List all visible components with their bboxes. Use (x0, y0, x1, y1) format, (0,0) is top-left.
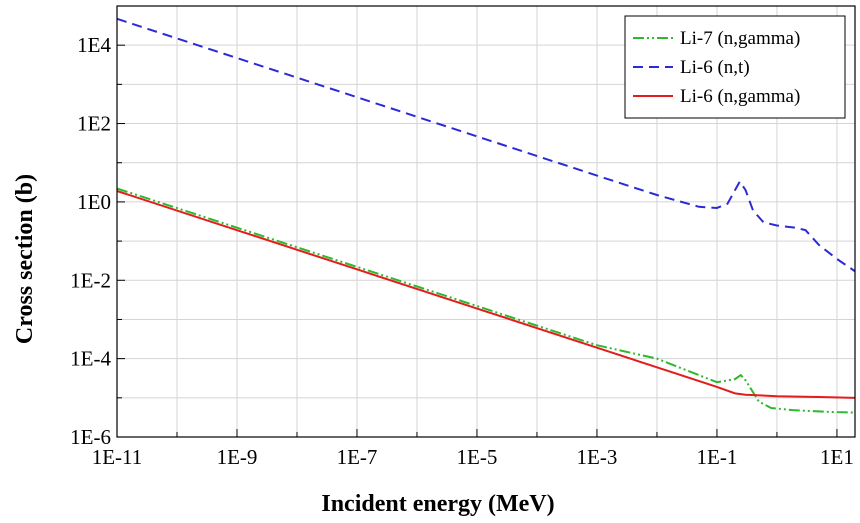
series-line-0 (116, 187, 856, 414)
y-tick-label: 1E4 (77, 33, 111, 57)
y-tick-label: 1E-2 (70, 268, 111, 292)
series-line-2 (116, 190, 856, 399)
legend-label-2: Li-6 (n,gamma) (680, 86, 800, 107)
plot-frame (116, 5, 856, 438)
series-line-1 (116, 17, 856, 273)
tick-labels: 1E-11 1E-9 1E-7 1E-5 1E-3 1E-1 1E1 1E-6 1E-4 1E-2… (70, 33, 854, 469)
x-tick-label: 1E-1 (697, 445, 738, 469)
y-tick-label: 1E2 (77, 112, 111, 136)
x-tick-label: 1E-5 (457, 445, 498, 469)
x-tick-label: 1E-7 (337, 445, 378, 469)
y-axis-title: Cross section (b) (12, 174, 38, 344)
legend-label-0: Li-7 (n,gamma) (680, 28, 800, 49)
series-lines (116, 17, 856, 414)
x-tick-label: 1E-9 (217, 445, 258, 469)
grid-lines (116, 5, 855, 438)
y-tick-label: 1E-4 (70, 347, 111, 371)
legend: Li-7 (n,gamma) Li-6 (n,t) Li-6 (n,gamma) (624, 15, 846, 119)
legend-label-1: Li-6 (n,t) (680, 57, 750, 78)
x-tick-label: 1E-3 (577, 445, 618, 469)
legend-box (624, 15, 846, 119)
x-tick-label: 1E-11 (92, 445, 143, 469)
y-tick-label: 1E0 (77, 190, 111, 214)
y-tick-label: 1E-6 (70, 425, 111, 449)
x-axis-title: Incident energy (MeV) (321, 491, 554, 517)
x-tick-label: 1E1 (820, 445, 854, 469)
